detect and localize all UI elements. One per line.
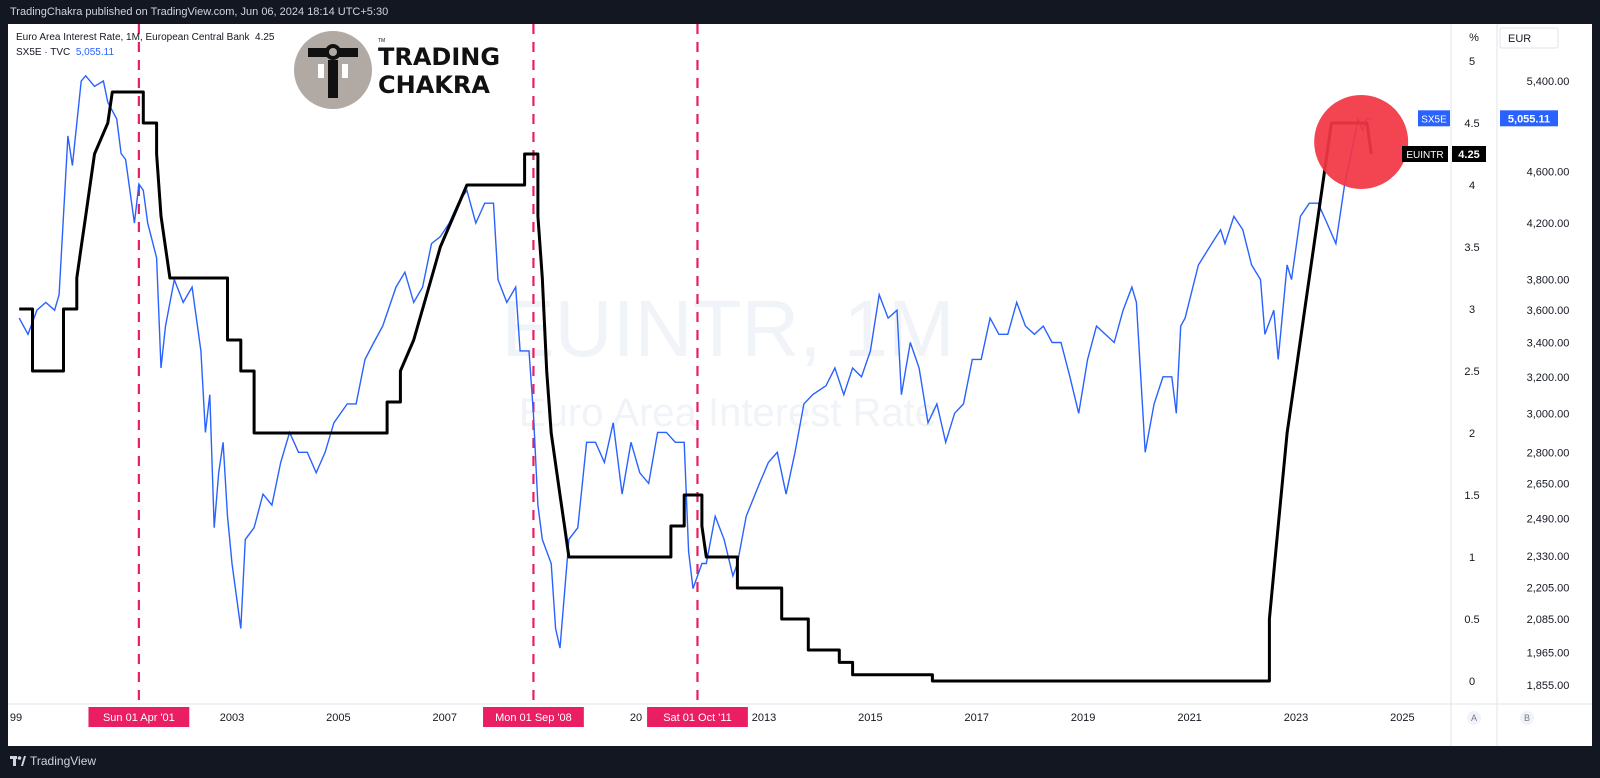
left-axis-tick: 2 bbox=[1469, 428, 1475, 440]
sx5e-tag: SX5E bbox=[1421, 114, 1447, 125]
left-axis-tick: 4 bbox=[1469, 180, 1475, 192]
left-axis-tick: 3.5 bbox=[1464, 242, 1479, 254]
logo-emblem bbox=[294, 31, 372, 109]
left-axis-tick: 3 bbox=[1469, 304, 1475, 316]
trading-chakra-logo: TM TRADING CHAKRA bbox=[294, 31, 504, 113]
time-axis-tick: 2019 bbox=[1071, 712, 1095, 724]
legend-rate-label: Euro Area Interest Rate, 1M, European Ce… bbox=[16, 32, 250, 43]
time-axis-tick-partial: 20 bbox=[630, 712, 642, 724]
watermark-name: Euro Area Interest Rate bbox=[519, 391, 937, 435]
right-axis-tick: 3,800.00 bbox=[1527, 275, 1570, 287]
right-axis-tick: 1,855.00 bbox=[1527, 680, 1570, 692]
left-axis-tick: 2.5 bbox=[1464, 366, 1479, 378]
auto-scale-label: A bbox=[1471, 713, 1477, 723]
footer-bar: TradingView bbox=[0, 746, 1600, 778]
euintr-price-value: 4.25 bbox=[1458, 149, 1479, 161]
left-axis-tick: 0.5 bbox=[1464, 614, 1479, 626]
right-axis-tick: 2,205.00 bbox=[1527, 582, 1570, 594]
legend-rate-value: 4.25 bbox=[255, 32, 275, 43]
euintr-tag-bg bbox=[1402, 146, 1448, 162]
tradingview-brand-text: TradingView bbox=[30, 754, 97, 768]
time-axis-tick: 2017 bbox=[965, 712, 989, 724]
sx5e-price-bg bbox=[1500, 110, 1558, 127]
event-marker-label-bg-2 bbox=[483, 707, 584, 727]
time-axis-tick: 2007 bbox=[433, 712, 457, 724]
right-axis-tick: 3,400.00 bbox=[1527, 338, 1570, 350]
chart-frame: EUINTR, 1M Euro Area Interest Rate% 5 4.5 4 3… bbox=[8, 24, 1592, 746]
time-axis-tick: 2015 bbox=[858, 712, 882, 724]
event-marker-label-1: Sun 01 Apr '01 bbox=[103, 712, 175, 724]
left-axis-tick: 1 bbox=[1469, 552, 1475, 564]
time-axis-tick: 2021 bbox=[1177, 712, 1201, 724]
watermark-symbol: EUINTR, 1M bbox=[501, 284, 954, 373]
highlight-circle bbox=[1314, 95, 1409, 189]
legend-line-index[interactable]: SX5E · TVC 5,055.11 bbox=[16, 45, 275, 60]
legend-line-rate[interactable]: Euro Area Interest Rate, 1M, European Ce… bbox=[16, 30, 275, 45]
event-marker-label-bg-1 bbox=[88, 707, 190, 727]
legend-index-label: SX5E · TVC bbox=[16, 47, 71, 58]
chart-legend: Euro Area Interest Rate, 1M, European Ce… bbox=[16, 30, 275, 60]
sx5e-line bbox=[18, 74, 1372, 649]
right-axis-tick: 2,490.00 bbox=[1527, 514, 1570, 526]
published-header: TradingChakra published on TradingView.c… bbox=[0, 0, 1600, 24]
right-axis-tick: 4,600.00 bbox=[1527, 167, 1570, 179]
euintr-line bbox=[19, 90, 1373, 683]
left-axis-tick: 0 bbox=[1469, 676, 1475, 688]
right-axis-tick: 1,965.00 bbox=[1527, 647, 1570, 659]
euintr-price-bg bbox=[1452, 146, 1486, 162]
left-axis-tick: 1.5 bbox=[1464, 490, 1479, 502]
right-scale-label: B bbox=[1524, 713, 1530, 723]
right-axis-tick: 2,330.00 bbox=[1527, 551, 1570, 563]
time-axis-tick: 2005 bbox=[326, 712, 350, 724]
tradingview-brand[interactable]: TradingView bbox=[10, 754, 96, 768]
logo-emblem-icon bbox=[308, 44, 358, 98]
left-axis-unit: % bbox=[1469, 32, 1479, 44]
legend-index-value: 5,055.11 bbox=[75, 47, 115, 58]
right-axis-tick: 2,650.00 bbox=[1527, 478, 1570, 490]
auto-scale-button bbox=[1467, 711, 1481, 725]
right-axis-unit: EUR bbox=[1508, 33, 1531, 45]
event-marker-label-3: Sat 01 Oct '11 bbox=[663, 712, 732, 724]
tradingview-logo-icon bbox=[10, 756, 26, 766]
right-axis-tick: 3,600.00 bbox=[1527, 305, 1570, 317]
sx5e-tag-bg bbox=[1418, 110, 1450, 127]
logo-text-2: CHAKRA bbox=[378, 71, 490, 99]
time-axis-tick: 2025 bbox=[1390, 712, 1414, 724]
right-axis-tick: 4,200.00 bbox=[1527, 218, 1570, 230]
logo-trademark: TM bbox=[378, 38, 386, 44]
published-text: TradingChakra published on TradingView.c… bbox=[10, 6, 389, 18]
right-scale-button bbox=[1520, 711, 1534, 725]
time-axis-tick: 2023 bbox=[1284, 712, 1308, 724]
right-axis-tick: 3,200.00 bbox=[1527, 372, 1570, 384]
right-axis-tick: 2,085.00 bbox=[1527, 614, 1570, 626]
time-axis-tick: 99 bbox=[10, 712, 22, 724]
sx5e-price-value: 5,055.11 bbox=[1508, 113, 1550, 125]
event-marker-label-2: Mon 01 Sep '08 bbox=[495, 712, 572, 724]
left-axis-tick: 5 bbox=[1469, 56, 1475, 68]
time-axis-tick: 2013 bbox=[752, 712, 776, 724]
left-axis-tick: 4.5 bbox=[1464, 118, 1479, 130]
euintr-tag: EUINTR bbox=[1406, 150, 1443, 161]
right-axis-tick: 3,000.00 bbox=[1527, 408, 1570, 420]
logo-text-1: TRADING bbox=[378, 43, 501, 71]
currency-selector bbox=[1499, 27, 1559, 49]
right-axis-tick: 2,800.00 bbox=[1527, 447, 1570, 459]
chart-svg[interactable]: EUINTR, 1M Euro Area Interest Rate% 5 4.5 4 3… bbox=[8, 24, 1592, 746]
right-axis-tick: 5,400.00 bbox=[1527, 76, 1570, 88]
event-marker-label-bg-3 bbox=[647, 707, 748, 727]
time-axis-tick: 2003 bbox=[220, 712, 244, 724]
